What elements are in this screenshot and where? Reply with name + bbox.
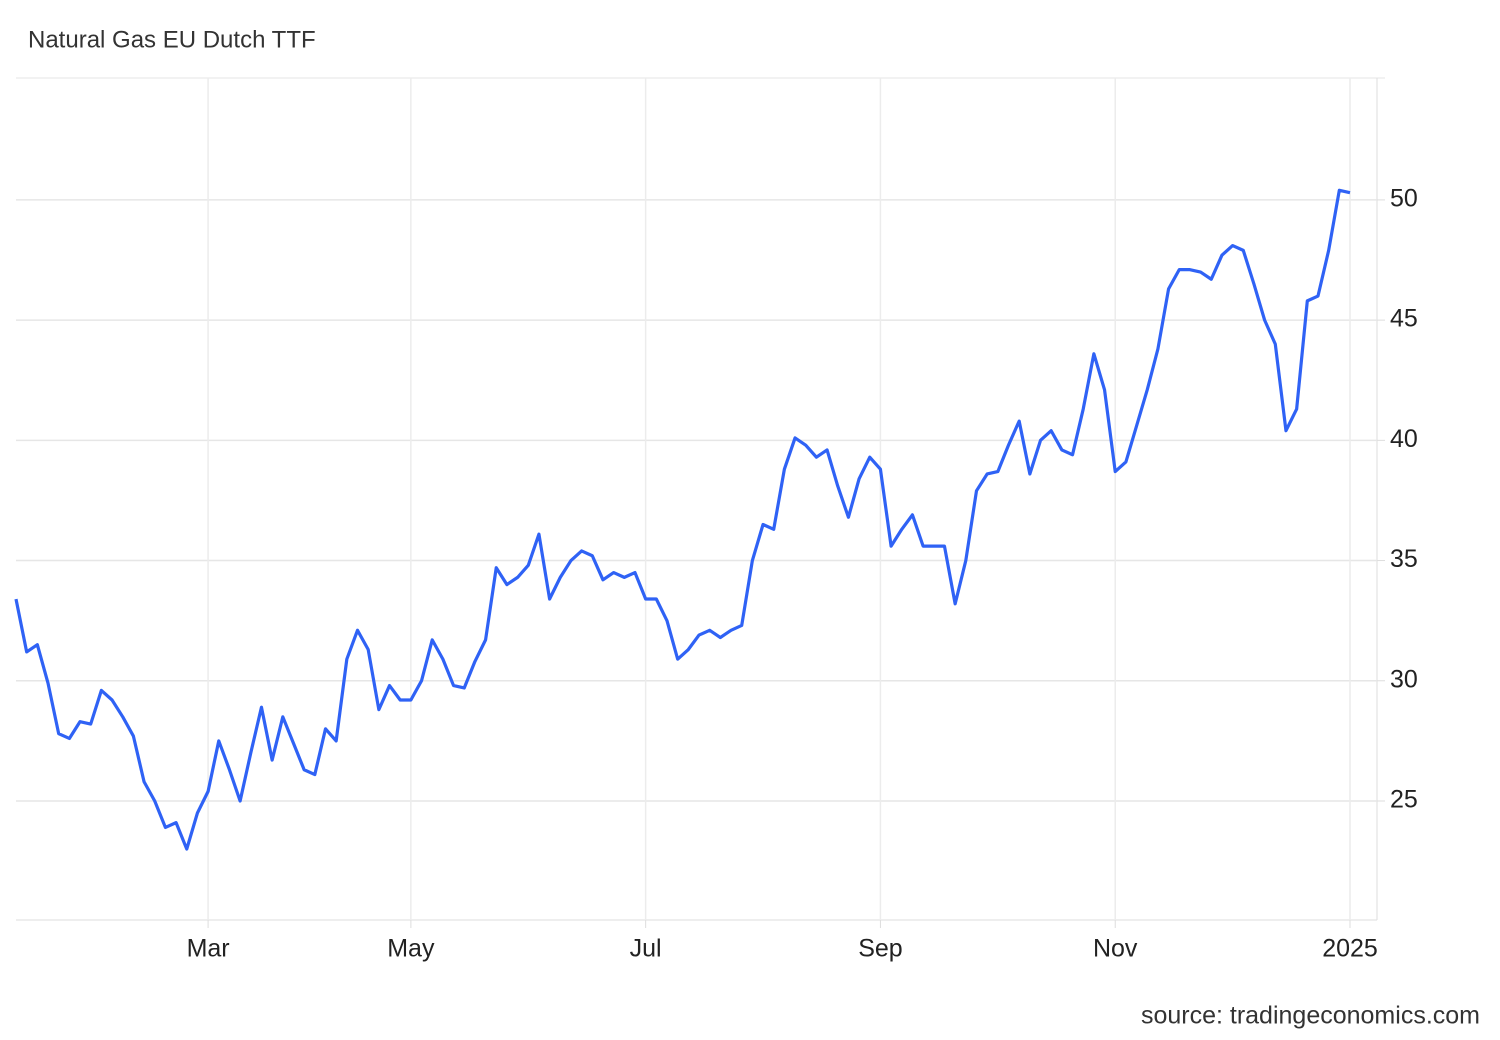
x-tick-label: Sep — [858, 935, 902, 963]
source: source: tradingeconomics.com — [1141, 1002, 1480, 1030]
x-tick-label: May — [387, 935, 435, 963]
y-tick-label: 40 — [1390, 425, 1418, 453]
y-tick-label: 50 — [1390, 185, 1418, 213]
x-tick-label: Nov — [1093, 935, 1138, 963]
y-tick-label: 35 — [1390, 545, 1418, 573]
y-tick-label: 30 — [1390, 665, 1418, 693]
y-tick-label: 45 — [1390, 305, 1418, 333]
chart-title: Natural Gas EU Dutch TTF — [28, 26, 316, 53]
y-tick-label: 25 — [1390, 786, 1418, 814]
x-tick-label: Mar — [187, 935, 230, 963]
x-tick-label: Jul — [630, 935, 662, 963]
x-tick-label: 2025 — [1322, 935, 1378, 963]
line-series — [14, 188, 1351, 851]
